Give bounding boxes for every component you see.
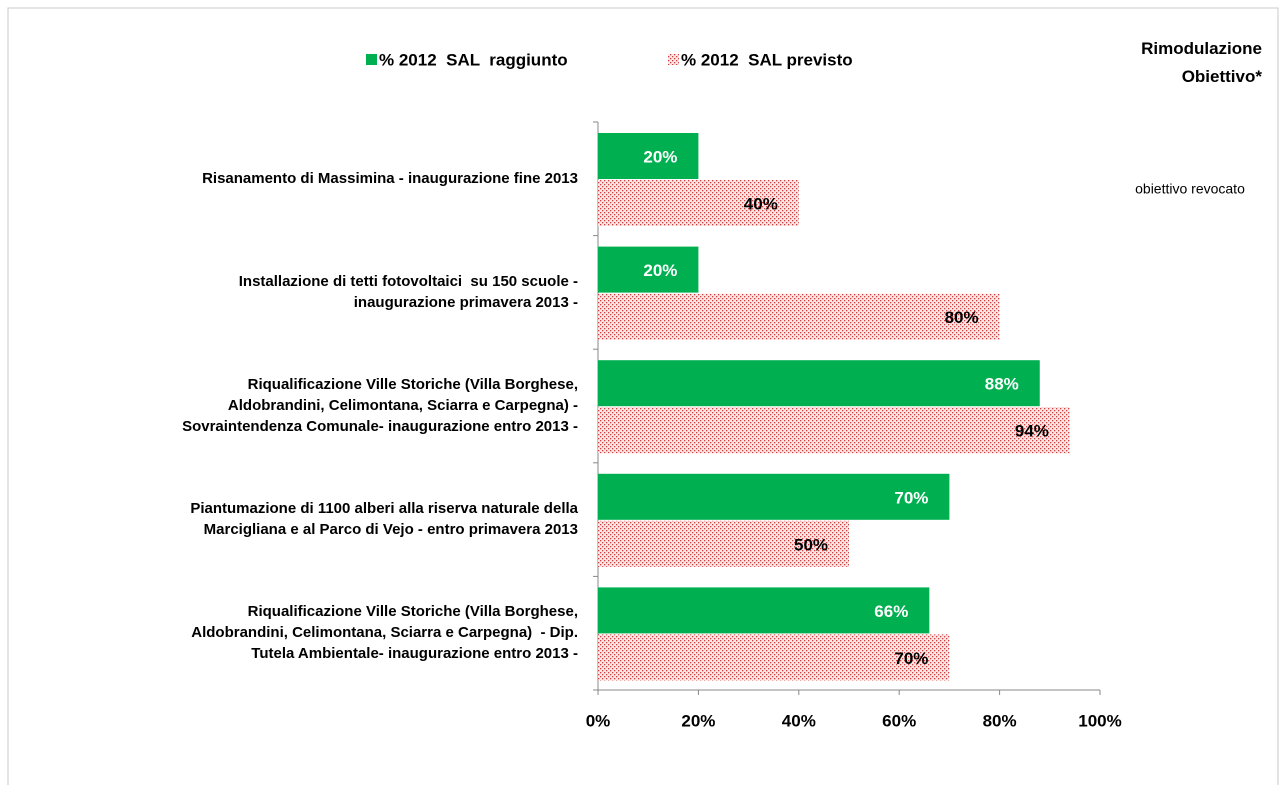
x-tick-label: 100% (1078, 711, 1121, 730)
value-label: 70% (894, 488, 928, 507)
legend-swatch (366, 54, 377, 65)
legend-label: % 2012 SAL raggiunto (379, 50, 568, 69)
category-label: Riqualificazione Ville Storiche (Villa B… (182, 376, 578, 435)
chart-frame (7, 7, 1279, 785)
bar (598, 587, 930, 634)
category-label: Risanamento di Massimina - inaugurazione… (202, 170, 578, 187)
value-label: 94% (1015, 422, 1049, 441)
legend-swatch (668, 54, 679, 65)
legend-label: % 2012 SAL previsto (681, 50, 853, 69)
bar (598, 180, 799, 226)
bar (598, 473, 950, 520)
value-label: 20% (643, 147, 677, 166)
x-tick-label: 40% (782, 711, 816, 730)
x-tick-label: 60% (882, 711, 916, 730)
value-label: 20% (643, 261, 677, 280)
value-label: 50% (794, 535, 828, 554)
x-tick-label: 20% (681, 711, 715, 730)
bar (598, 133, 699, 179)
bar (598, 634, 950, 681)
category-label: Installazione di tetti fotovoltaici su 1… (239, 273, 578, 311)
annotation: obiettivo revocato (1135, 181, 1245, 197)
bar (598, 293, 1000, 340)
bar (598, 407, 1070, 454)
bar (598, 520, 849, 567)
bar (598, 246, 699, 293)
value-label: 70% (894, 649, 928, 668)
bar (598, 360, 1040, 407)
category-label: Riqualificazione Ville Storiche (Villa B… (191, 603, 578, 662)
value-label: 88% (985, 375, 1019, 394)
category-label: Piantumazione di 1100 alberi alla riserv… (190, 500, 578, 538)
x-tick-label: 0% (586, 711, 611, 730)
value-label: 40% (744, 194, 778, 213)
side-header: Rimodulazione Obiettivo* (1141, 39, 1262, 86)
value-label: 66% (874, 602, 908, 621)
x-tick-label: 80% (983, 711, 1017, 730)
value-label: 80% (945, 308, 979, 327)
